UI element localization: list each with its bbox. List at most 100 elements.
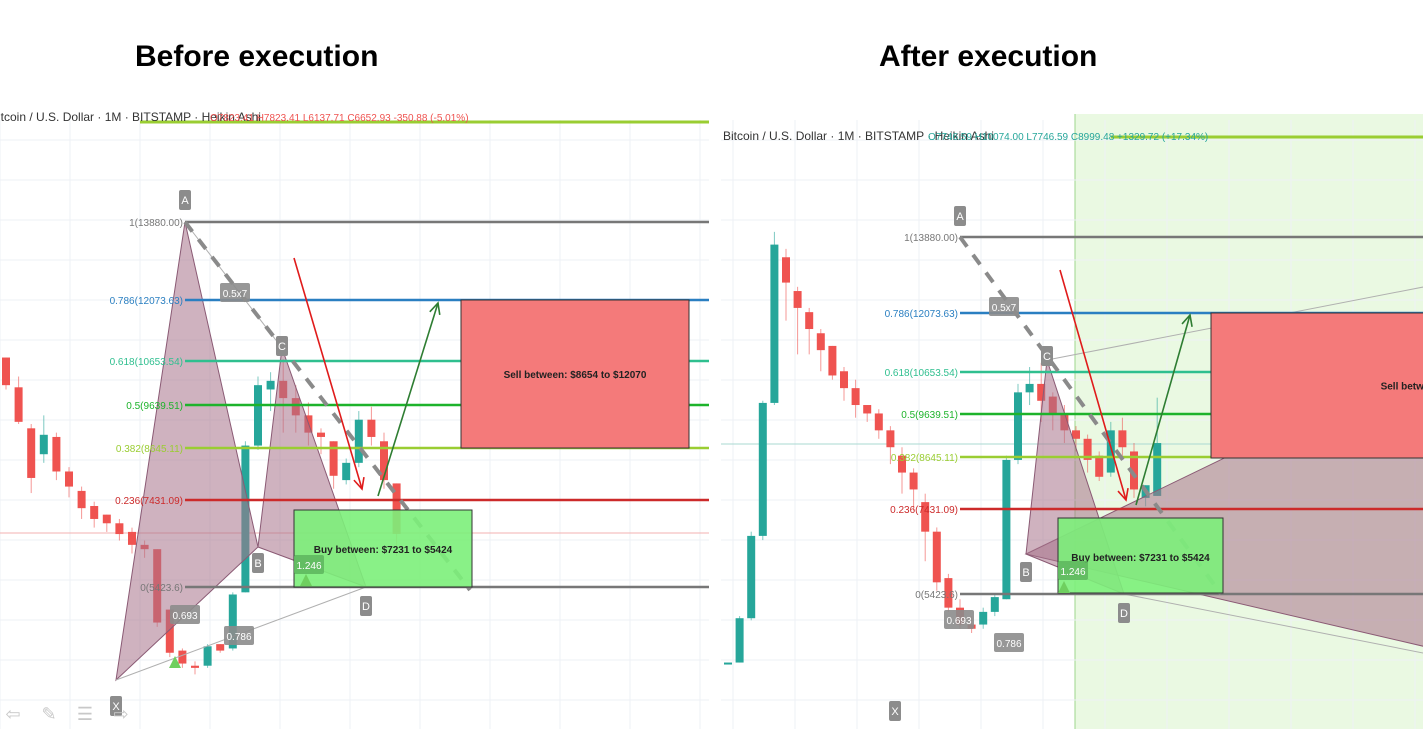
point-label-a: A [181,195,189,207]
down-arrow [293,257,363,490]
candle-body [770,244,779,403]
candle-body [342,462,351,481]
candle-body [14,387,23,422]
fib-level-label: 1(13880.00) [904,233,958,244]
fib-level-label: 0.618(10653.54) [885,368,958,379]
candle-body [863,405,872,414]
chart-canvas-before[interactable]: 1(13880.00) 0.786(12073.63) 0.618(10653.54… [0,100,709,729]
panel-title-before: Before execution [135,40,379,73]
ratio-label-box [224,626,254,645]
candle-body [840,371,848,389]
candle-body [932,531,941,583]
ratio-label-box [294,555,324,574]
ratio-label-box [944,610,974,629]
ratio-label-box [1058,561,1088,580]
symbol-header: Bitcoin / U.S. Dollar · 1M · BITSTAMP · … [723,129,994,143]
sell-zone-box [460,299,690,449]
fib-level-label: 0.5(9639.51) [126,401,183,412]
sell-zone-label: Sell between: $8654 to $12070 [504,370,647,381]
point-label-box-x [889,701,901,721]
point-label-x: X [112,701,120,713]
candle-body [216,644,225,651]
chart-panel-after[interactable]: 1(13880.00) 0.786(12073.63) 0.618(10653.54… [721,100,1423,729]
ac-connector [1046,286,1423,361]
point-label-b: B [1022,567,1029,579]
point-label-d: D [362,601,370,613]
chart-toolbar: ⇦ ✎ ☰ ⇨ [0,705,132,723]
ratio-label-xb: 0.693 [172,611,197,622]
arrow-left-icon[interactable]: ⇦ [5,704,21,724]
candle-body [1153,443,1162,496]
candle-body [851,388,860,406]
point-label-box-x [110,696,122,716]
candle-body [77,490,86,509]
menu-icon[interactable]: ☰ [76,704,94,724]
projection-dashed-line [958,235,1223,596]
fib-level-label: 0(5423.6) [915,590,958,601]
candle-body [747,535,756,619]
point-label-c: C [278,341,286,353]
candle-body [828,345,837,376]
fib-level-label: 0.236(7431.09) [890,505,958,516]
point-label-a: A [956,211,964,223]
point-label-box-b [1020,562,1032,582]
up-arrow [1135,314,1191,506]
fib-level-label: 0.382(8645.11) [891,453,958,464]
candle-body [2,357,10,386]
buy-zone-label: Buy between: $7231 to $5424 [1071,553,1210,564]
candle-body [1118,430,1127,448]
candle-body [1083,438,1092,460]
candle-body [898,455,906,473]
signal-triangle-marker [300,574,312,586]
point-label-b: B [254,558,261,570]
candle-body [758,402,767,536]
fib-level-label: 0.5(9639.51) [901,410,958,421]
fib-level-label: 0.236(7431.09) [115,496,183,507]
candle-body [115,523,124,535]
candle-body [191,665,199,668]
candle-body [782,257,790,283]
signal-triangle-marker [169,656,181,668]
fib-level-label: 0.786(12073.63) [885,309,958,320]
ratio-label-box [994,633,1024,652]
signal-triangle-marker [1058,581,1070,593]
xd-connector [1123,593,1423,654]
fib-level-label: 0.618(10653.54) [110,357,183,368]
candle-body [909,472,918,490]
candle-body [203,646,212,666]
candle-body [1130,451,1138,490]
candle-body [27,428,36,478]
candle-body [65,471,73,487]
candle-body [165,609,174,653]
chart-canvas-after[interactable]: 1(13880.00) 0.786(12073.63) 0.618(10653.54… [721,100,1423,729]
ohlc-readout: O7746.59 H10074.00 L7746.59 C8999.48 +13… [928,132,1208,143]
candle-body [90,506,99,519]
sell-zone-box [1210,312,1423,459]
fib-level-label: 0.382(8645.11) [116,444,183,455]
ratio-label-box [989,297,1019,316]
point-label-box-a [179,190,191,210]
chart-panel-before[interactable]: 1(13880.00) 0.786(12073.63) 0.618(10653.54… [0,100,709,729]
buy-zone-box [1057,517,1224,594]
sell-zone-label: Sell between: $8654 to $12070 [1381,382,1423,393]
pencil-icon[interactable]: ✎ [41,704,57,724]
ratio-label-xd: 0.786 [996,639,1021,650]
candle-body [254,385,262,446]
ratio-label-box [220,283,250,302]
candle-body [944,578,953,608]
candle-body [329,441,338,476]
ratio-label-bd: 1.246 [296,561,321,572]
candle-body [793,291,802,308]
point-label-c: C [1043,351,1051,363]
candle-body [816,333,825,351]
ratio-label-xd: 0.786 [226,632,251,643]
ratio-label-ac: 0.5x7 [223,289,248,300]
candle-body [317,432,325,437]
candle-body [1014,392,1022,460]
arrow-right-icon[interactable]: ⇨ [113,704,129,724]
down-arrow-head [353,477,365,491]
candle-body [979,611,988,625]
panel-title-after: After execution [879,40,1098,73]
candle-body [367,419,376,437]
candle-body [1072,430,1080,439]
